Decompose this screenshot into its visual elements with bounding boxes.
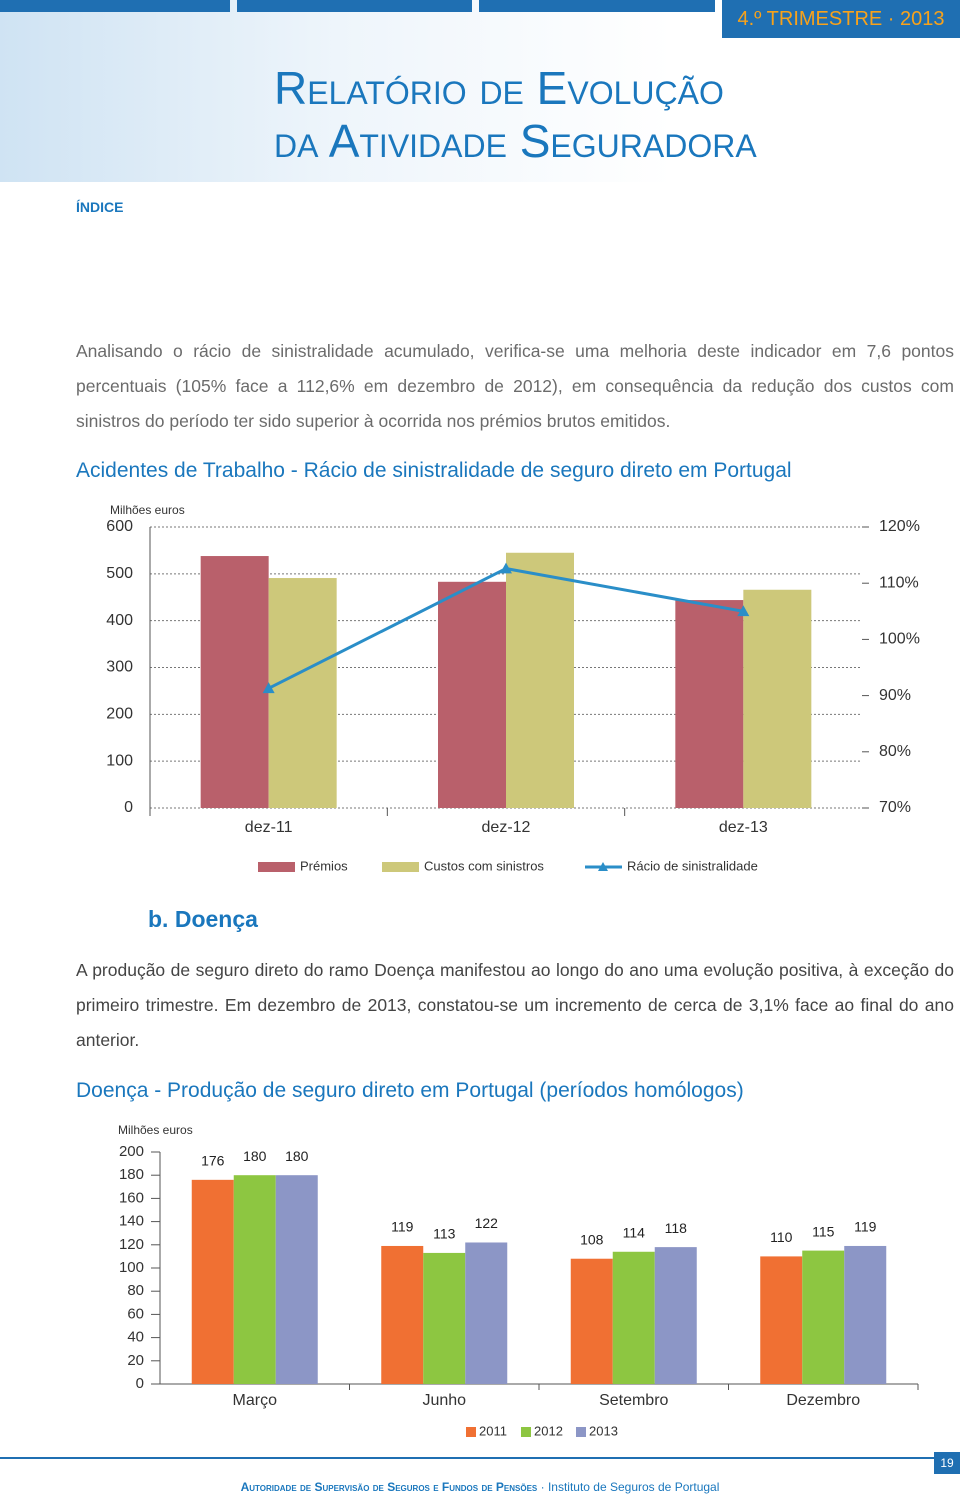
paragraph: Analisando o rácio de sinistralidade acu… xyxy=(76,341,954,431)
ratio-marker xyxy=(500,562,512,574)
y-tick-label: 500 xyxy=(106,565,133,582)
bar xyxy=(506,552,574,808)
bar xyxy=(760,1256,803,1384)
legend-swatch xyxy=(521,1427,531,1437)
y2-tick-label: 70% xyxy=(879,799,911,816)
y2-tick-label: 100% xyxy=(879,631,920,648)
y2-tick-label: 80% xyxy=(879,743,911,760)
bar xyxy=(743,589,812,808)
y-tick-label: 160 xyxy=(119,1189,144,1206)
report-title: Relatório de Evolução xyxy=(274,62,724,114)
bar xyxy=(675,600,744,808)
strip-segment xyxy=(237,0,472,12)
bar xyxy=(191,1179,234,1384)
legend-swatch xyxy=(382,862,419,872)
y-tick-label: 100 xyxy=(119,1259,144,1276)
bar xyxy=(423,1252,466,1384)
bar xyxy=(438,581,506,808)
legend-swatch xyxy=(258,862,295,872)
legend-label: Rácio de sinistralidade xyxy=(627,858,758,873)
y-axis-label: Milhões euros xyxy=(118,1123,193,1137)
data-label: 119 xyxy=(391,1219,414,1235)
y-tick-label: 300 xyxy=(106,659,133,676)
data-label: 108 xyxy=(580,1231,604,1247)
legend-swatch xyxy=(466,1427,476,1437)
y-tick-label: 400 xyxy=(106,612,133,629)
footer-separator: · xyxy=(540,1480,545,1494)
bar xyxy=(612,1251,655,1384)
x-tick-label: dez-11 xyxy=(245,819,293,836)
y-tick-label: 180 xyxy=(119,1166,144,1183)
x-tick-label: dez-12 xyxy=(482,819,531,836)
y-tick-label: 20 xyxy=(127,1352,144,1369)
paragraph: A produção de seguro direto do ramo Doen… xyxy=(76,960,954,1050)
report-title: da Atividade Seguradora xyxy=(274,115,757,167)
footer-authority: Autoridade de Supervisão de Seguros e Fu… xyxy=(240,1480,538,1494)
data-label: 110 xyxy=(770,1229,793,1245)
bar xyxy=(200,556,269,808)
strip-segment xyxy=(479,0,715,12)
bar xyxy=(465,1242,508,1384)
bar xyxy=(275,1175,318,1384)
legend-label: 2012 xyxy=(534,1423,563,1438)
bar xyxy=(570,1258,613,1384)
x-tick-label: Junho xyxy=(422,1392,466,1409)
footer: Autoridade de Supervisão de Seguros e Fu… xyxy=(0,1480,960,1494)
data-label: 180 xyxy=(285,1148,309,1164)
strip-segment xyxy=(0,0,230,12)
data-label: 119 xyxy=(854,1219,877,1235)
y-tick-label: 80 xyxy=(127,1282,144,1299)
period-label: 4.º TRIMESTRE · 2013 xyxy=(722,0,960,38)
legend-label: 2011 xyxy=(479,1423,507,1438)
data-label: 180 xyxy=(243,1148,267,1164)
x-tick-label: dez-13 xyxy=(719,819,768,836)
legend-swatch xyxy=(576,1427,586,1437)
bar xyxy=(268,578,337,808)
data-label: 122 xyxy=(475,1215,499,1231)
legend-label: 2013 xyxy=(589,1423,618,1438)
ratio-marker xyxy=(737,605,750,617)
section-heading: b. Doença xyxy=(148,906,258,932)
chart-title: Acidentes de Trabalho - Rácio de sinistr… xyxy=(76,459,792,482)
legend-swatch xyxy=(598,862,608,871)
y2-tick-label: 90% xyxy=(879,687,911,704)
page-number: 19 xyxy=(934,1452,960,1474)
bar xyxy=(802,1250,845,1384)
bar xyxy=(654,1247,697,1384)
data-label: 118 xyxy=(665,1220,688,1236)
y-tick-label: 0 xyxy=(136,1375,144,1392)
data-label: 114 xyxy=(623,1224,646,1240)
y-tick-label: 120 xyxy=(119,1236,144,1253)
y-axis-label: Milhões euros xyxy=(110,503,185,517)
chart-title: Doença - Produção de seguro direto em Po… xyxy=(76,1079,744,1102)
x-tick-label: Março xyxy=(233,1392,278,1409)
data-label: 113 xyxy=(433,1226,456,1242)
x-tick-label: Dezembro xyxy=(786,1392,860,1409)
y-tick-label: 600 xyxy=(106,518,133,535)
data-label: 115 xyxy=(812,1223,835,1239)
header-strip xyxy=(0,0,715,12)
y-tick-label: 100 xyxy=(106,752,133,769)
ratio-marker xyxy=(262,682,275,694)
bar xyxy=(381,1245,424,1384)
y-tick-label: 200 xyxy=(106,706,133,723)
y-tick-label: 0 xyxy=(124,799,133,816)
y-tick-label: 140 xyxy=(119,1213,144,1230)
bar xyxy=(844,1245,887,1384)
y-tick-label: 40 xyxy=(127,1329,144,1346)
legend-label: Custos com sinistros xyxy=(424,858,544,873)
y2-tick-label: 120% xyxy=(879,518,920,535)
legend-label: Prémios xyxy=(300,858,348,873)
index-link[interactable]: ÍNDICE xyxy=(76,199,124,215)
y-tick-label: 60 xyxy=(127,1305,144,1322)
footer-institute: Instituto de Seguros de Portugal xyxy=(547,1480,720,1494)
y2-tick-label: 110% xyxy=(879,574,919,591)
x-tick-label: Setembro xyxy=(599,1392,668,1409)
data-label: 176 xyxy=(201,1153,225,1169)
bar xyxy=(233,1175,276,1384)
y-tick-label: 200 xyxy=(119,1143,144,1160)
